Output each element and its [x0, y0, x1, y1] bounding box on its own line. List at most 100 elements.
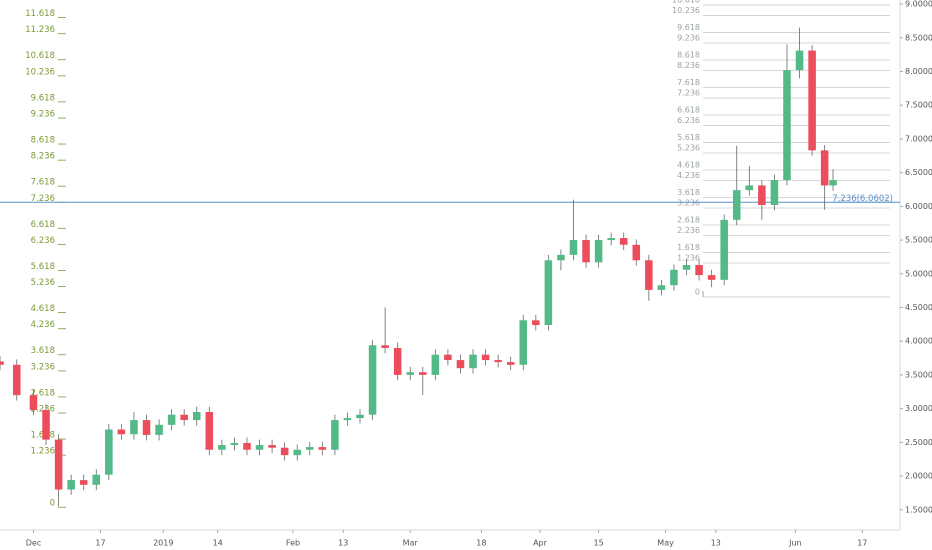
candle-body [230, 443, 239, 446]
y-tick-label: 6.0000 [905, 202, 932, 211]
fib-label: 1.618 [677, 243, 700, 252]
x-tick-label: Mar [403, 539, 419, 548]
x-tick-label: 13 [711, 539, 721, 548]
fib-label: 2.236 [31, 405, 55, 415]
fib-label: 11.236 [25, 25, 55, 35]
candle-body [318, 447, 327, 450]
candle-body [368, 345, 377, 415]
x-tick-label: May [657, 539, 674, 548]
fib-label: 4.236 [31, 320, 55, 330]
fib-label: 7.618 [31, 178, 55, 188]
candle-body [0, 361, 4, 365]
fib-label: 6.618 [677, 106, 700, 115]
fib-label: 1.236 [677, 253, 700, 262]
candle-body [557, 254, 565, 261]
fib-label: 5.236 [677, 143, 700, 152]
candle-body [431, 354, 440, 375]
fib-label: 8.236 [31, 152, 55, 162]
candle-body [167, 414, 176, 425]
y-tick-label: 3.5000 [905, 370, 932, 379]
candle-body [280, 447, 289, 456]
y-tick-label: 6.5000 [905, 168, 932, 177]
fib-label: 8.618 [677, 51, 700, 60]
candle-body [67, 480, 75, 490]
y-tick-label: 8.0000 [905, 67, 932, 76]
candle-body [569, 240, 578, 255]
fib-label: 10.236 [672, 6, 700, 15]
candle-body [54, 439, 63, 490]
fib-label: 0 [50, 499, 55, 509]
candle-body [707, 275, 716, 280]
candle-body [682, 265, 691, 270]
candle-body [29, 395, 38, 410]
candle-body [205, 411, 214, 450]
candle-body [306, 447, 314, 450]
fib-label: 7.236 [31, 194, 55, 204]
candle-body [494, 360, 502, 363]
candle-body [155, 424, 163, 435]
candle-body [419, 372, 427, 375]
candle-body [770, 180, 779, 205]
candle-body [243, 443, 251, 450]
fib-label: 9.236 [677, 34, 700, 43]
y-tick-label: 4.5000 [905, 303, 932, 312]
candle-body [745, 185, 754, 191]
candle-body [657, 285, 666, 290]
fib-label: 11.618 [25, 9, 55, 19]
candle-body [532, 320, 540, 326]
x-tick-label: 17 [95, 539, 105, 548]
candle-body [406, 372, 414, 375]
candle-body [393, 347, 402, 375]
fib-label: 4.618 [31, 304, 55, 314]
fib-label: 5.618 [31, 262, 55, 272]
fib-label: 10.618 [672, 0, 700, 5]
candle-body [79, 480, 88, 485]
candle-body [12, 364, 21, 396]
fib-label: 3.618 [677, 188, 700, 197]
candle-body [456, 360, 465, 369]
candle-body [268, 445, 276, 448]
fib-label: 10.236 [25, 67, 55, 77]
fib-label: 7.236 [677, 89, 700, 98]
x-tick-label: Dec [26, 539, 41, 548]
candle-body [732, 190, 741, 220]
fib-label: 9.618 [677, 23, 700, 32]
y-tick-label: 4.0000 [905, 337, 932, 346]
x-tick-label: Feb [286, 539, 300, 548]
candle-body [343, 418, 352, 421]
candle-body [117, 429, 126, 435]
x-tick-label: 14 [213, 539, 223, 548]
candle-body [758, 185, 766, 205]
x-tick-label: 15 [594, 539, 604, 548]
candle-body [444, 354, 452, 361]
candle-body [92, 474, 101, 485]
y-tick-label: 3.0000 [905, 404, 932, 413]
fib-label: 0 [695, 287, 700, 296]
y-tick-label: 2.5000 [905, 438, 932, 447]
y-tick-label: 7.0000 [905, 134, 932, 143]
candle-body [632, 244, 641, 261]
fib-label: 8.618 [31, 136, 55, 146]
y-tick-label: 5.0000 [905, 269, 932, 278]
candle-body [331, 420, 339, 450]
candle-body [481, 354, 490, 361]
fib-label: 6.236 [677, 116, 700, 125]
candle-body [720, 219, 728, 280]
fib-label: 7.618 [677, 78, 700, 87]
candle-body [645, 260, 653, 290]
fib-label: 5.236 [31, 278, 55, 288]
y-tick-label: 7.5000 [905, 101, 932, 110]
fib-label: 3.618 [31, 346, 55, 356]
candle-body [255, 445, 264, 450]
fib-label: 9.236 [31, 110, 55, 120]
x-tick-label: Jun [788, 539, 802, 548]
fib-label: 1.236 [31, 447, 55, 457]
fib-label: 8.236 [677, 61, 700, 70]
candle-body [218, 445, 226, 450]
candle-body [607, 238, 615, 241]
x-tick-label: 13 [338, 539, 348, 548]
candle-body [820, 150, 829, 186]
fib-label: 5.618 [677, 133, 700, 142]
y-tick-label: 5.5000 [905, 236, 932, 245]
